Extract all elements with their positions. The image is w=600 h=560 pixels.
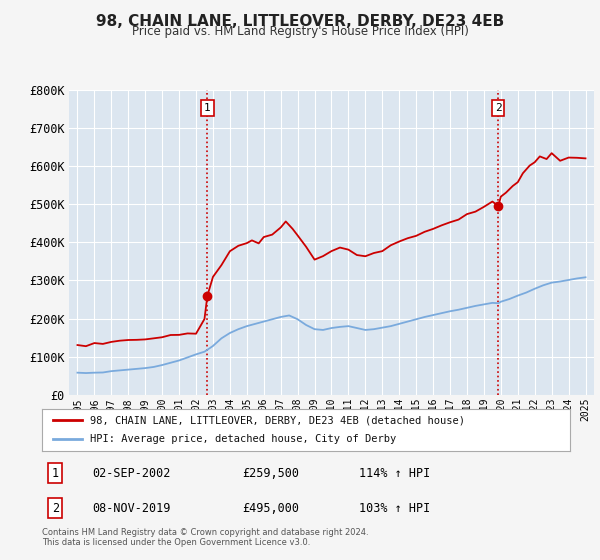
Text: 114% ↑ HPI: 114% ↑ HPI xyxy=(359,466,430,480)
Text: Price paid vs. HM Land Registry's House Price Index (HPI): Price paid vs. HM Land Registry's House … xyxy=(131,25,469,38)
Text: 08-NOV-2019: 08-NOV-2019 xyxy=(92,502,170,515)
Text: 98, CHAIN LANE, LITTLEOVER, DERBY, DE23 4EB: 98, CHAIN LANE, LITTLEOVER, DERBY, DE23 … xyxy=(96,14,504,29)
Text: 1: 1 xyxy=(204,103,211,113)
Text: 2: 2 xyxy=(495,103,502,113)
Text: 02-SEP-2002: 02-SEP-2002 xyxy=(92,466,170,480)
Text: 103% ↑ HPI: 103% ↑ HPI xyxy=(359,502,430,515)
Text: 1: 1 xyxy=(52,466,59,480)
Text: Contains HM Land Registry data © Crown copyright and database right 2024.
This d: Contains HM Land Registry data © Crown c… xyxy=(42,528,368,547)
Text: £259,500: £259,500 xyxy=(242,466,299,480)
Text: 2: 2 xyxy=(52,502,59,515)
Text: HPI: Average price, detached house, City of Derby: HPI: Average price, detached house, City… xyxy=(89,435,396,445)
Text: £495,000: £495,000 xyxy=(242,502,299,515)
Text: 98, CHAIN LANE, LITTLEOVER, DERBY, DE23 4EB (detached house): 98, CHAIN LANE, LITTLEOVER, DERBY, DE23 … xyxy=(89,415,464,425)
